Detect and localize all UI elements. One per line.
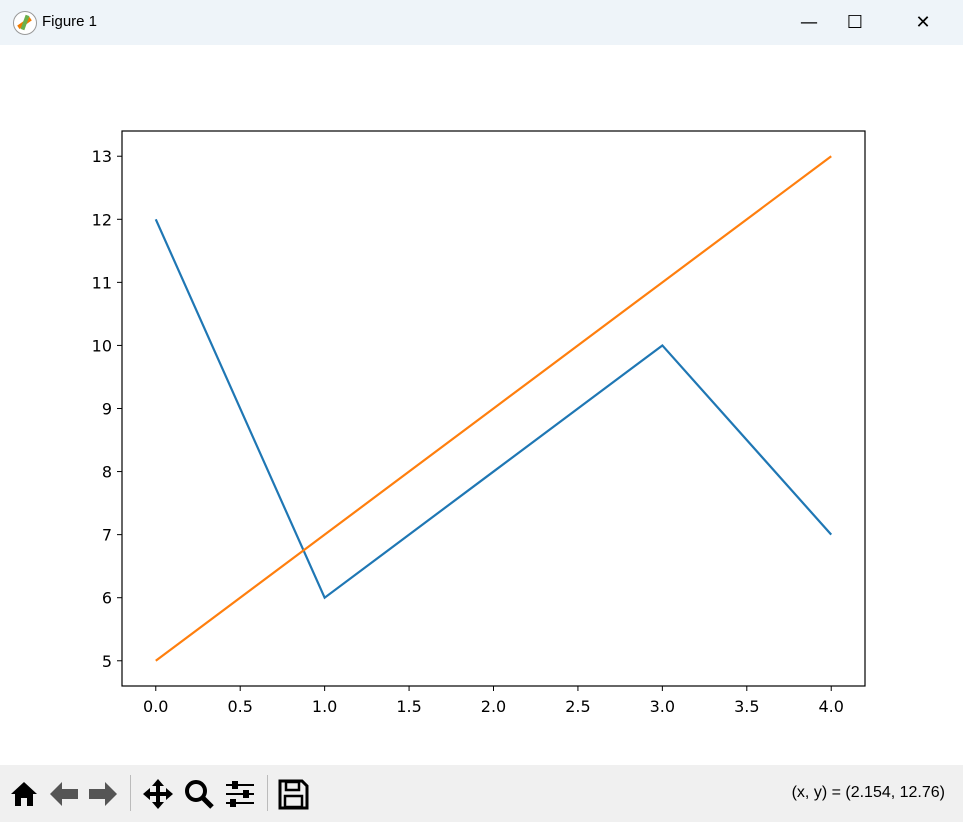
- save-button[interactable]: [276, 777, 310, 811]
- x-tick-label: 1.0: [312, 697, 337, 716]
- y-tick-label: 5: [102, 652, 112, 671]
- x-tick-label: 3.0: [650, 697, 675, 716]
- configure-subplots-button[interactable]: [223, 777, 257, 811]
- minimize-button[interactable]: —: [800, 12, 818, 33]
- window-title: Figure 1: [42, 13, 98, 30]
- x-tick-label: 0.0: [143, 697, 168, 716]
- y-tick-label: 8: [102, 463, 112, 482]
- home-icon: [11, 782, 37, 806]
- pan-button[interactable]: [141, 777, 175, 811]
- x-tick-label: 0.5: [227, 697, 252, 716]
- figure-canvas[interactable]: 0.0 0.5 1.0 1.5 2.0 2.5 3.0 3.5 4.0 5 6 7 8 9 10 11 12 13: [0, 45, 963, 765]
- y-tick-label: 7: [102, 526, 112, 545]
- zoom-button[interactable]: [182, 777, 216, 811]
- y-tick-label: 9: [102, 400, 112, 419]
- matplotlib-logo-icon: [13, 11, 37, 35]
- configure-subplots-icon: [226, 781, 254, 807]
- zoom-icon: [185, 780, 214, 809]
- forward-button[interactable]: [86, 777, 120, 811]
- toolbar-separator: [267, 775, 268, 811]
- chart: 0.0 0.5 1.0 1.5 2.0 2.5 3.0 3.5 4.0 5 6 7 8 9 10 11 12 13: [92, 130, 866, 716]
- maximize-button[interactable]: ☐: [846, 12, 864, 33]
- cursor-coordinates: (x, y) = (2.154, 12.76): [791, 784, 945, 801]
- series-line-0: [154, 218, 833, 600]
- close-button[interactable]: ✕: [915, 12, 931, 33]
- y-tick-label: 6: [102, 589, 112, 608]
- toolbar-separator: [130, 775, 131, 811]
- title-bar: Figure 1 — ☐ ✕: [0, 0, 963, 45]
- forward-icon: [89, 782, 117, 806]
- x-tick-label: 4.0: [819, 697, 844, 716]
- x-tick-label: 2.5: [565, 697, 590, 716]
- x-tick-label: 2.0: [481, 697, 506, 716]
- pan-icon: [143, 779, 173, 809]
- x-tick-label: 1.5: [396, 697, 421, 716]
- navigation-toolbar: (x, y) = (2.154, 12.76): [0, 765, 963, 822]
- y-tick-label: 12: [92, 210, 112, 229]
- back-button[interactable]: [47, 777, 81, 811]
- x-tick-label: 3.5: [734, 697, 759, 716]
- save-icon: [278, 779, 309, 810]
- home-button[interactable]: [7, 777, 41, 811]
- back-icon: [50, 782, 78, 806]
- series-line-1: [155, 155, 832, 662]
- y-tick-label: 10: [92, 336, 112, 355]
- y-tick-label: 13: [92, 147, 112, 166]
- y-tick-label: 11: [92, 273, 112, 292]
